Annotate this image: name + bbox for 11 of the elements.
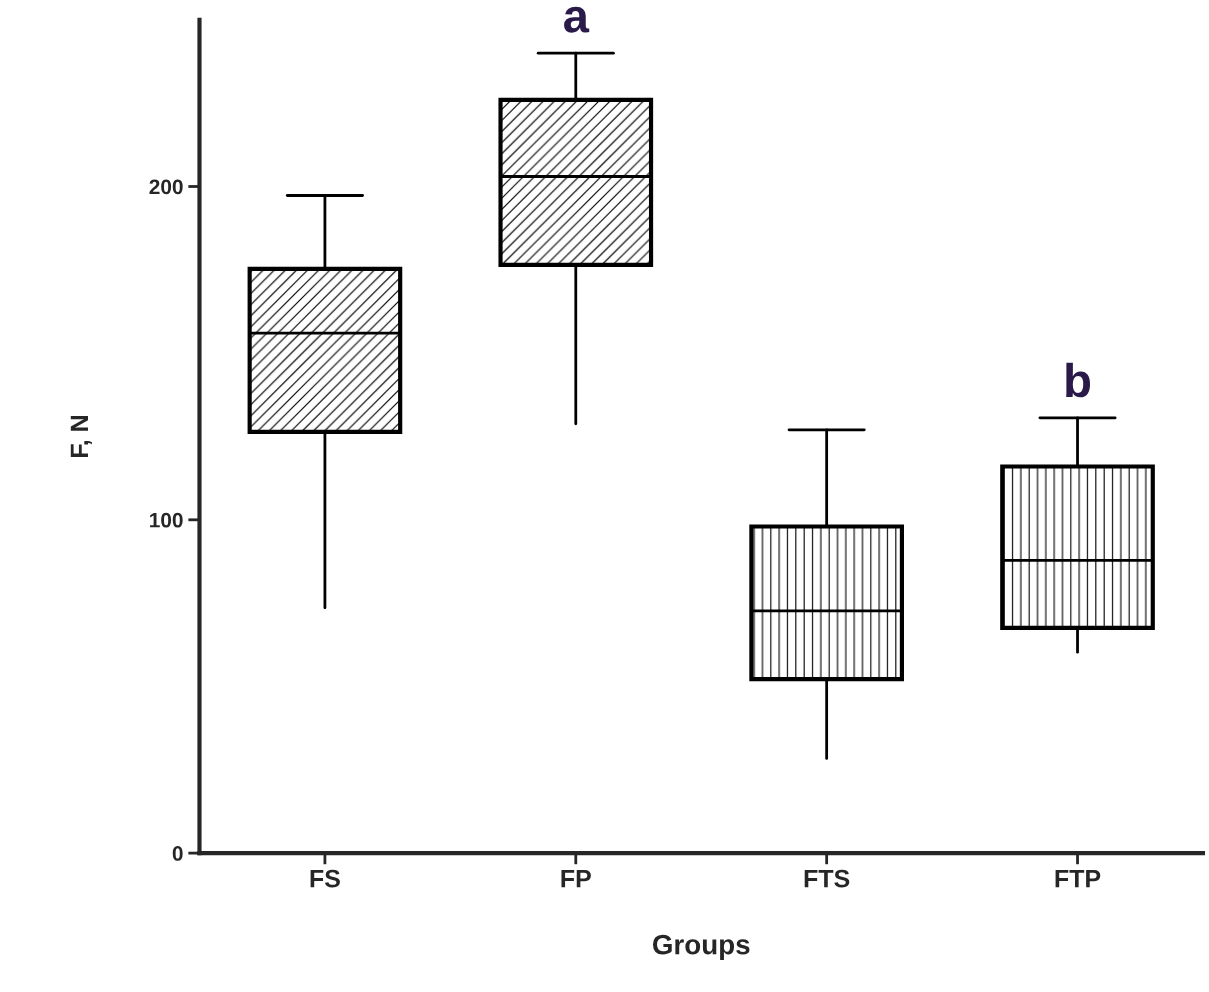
x-tick-label: FS xyxy=(310,869,340,888)
x-tick-label: FTP xyxy=(1055,870,1101,888)
y-tick-label: 200 xyxy=(149,179,183,195)
x-tick-label: FTS xyxy=(804,869,850,888)
annotation: b xyxy=(1066,362,1091,398)
y-tick-label: 0 xyxy=(172,846,183,861)
x-axis-title: Groups xyxy=(652,934,750,960)
y-tick-label: 100 xyxy=(150,512,183,528)
y-axis-title: F, N xyxy=(70,415,92,458)
x-tick-label: FP xyxy=(561,870,591,888)
annotation: a xyxy=(564,6,590,33)
